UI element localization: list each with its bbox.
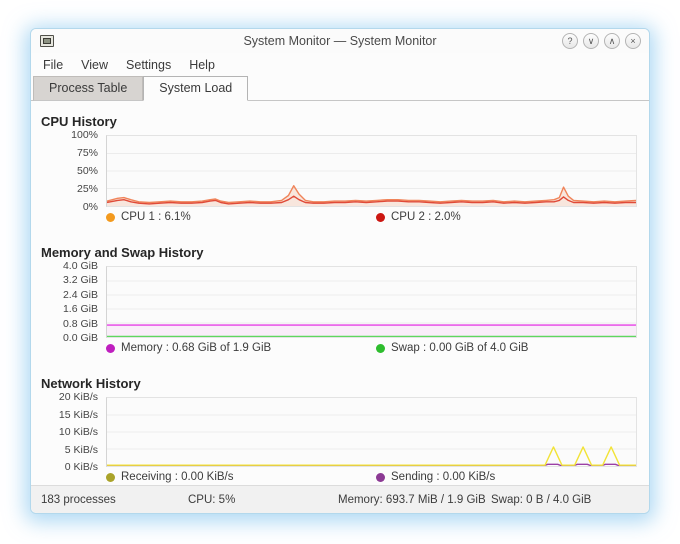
cpu-chart-svg [107, 136, 636, 206]
cpu1-dot-icon [106, 212, 115, 222]
y-tick-label: 10 KiB/s [58, 426, 98, 438]
cpu2-dot-icon [376, 212, 385, 222]
title-bar[interactable]: System Monitor — System Monitor ? ∨ ∧ × [31, 29, 649, 53]
y-tick-label: 5 KiB/s [64, 443, 98, 456]
status-swap: Swap: 0 B / 4.0 GiB [491, 493, 592, 506]
app-monitor-icon[interactable] [40, 35, 54, 47]
legend-cpu1: CPU 1 : 6.1% [106, 211, 191, 223]
cpu2-label: CPU 2 : 2.0% [391, 211, 461, 223]
network-y-axis: 20 KiB/s 15 KiB/s 10 KiB/s 5 KiB/s 0 KiB/s [31, 391, 106, 473]
y-tick-label: 20 KiB/s [58, 391, 98, 403]
menu-view[interactable]: View [81, 57, 109, 72]
legend-cpu2: CPU 2 : 2.0% [376, 211, 461, 223]
cpu-y-axis: 100% 75% 50% 25% 0% [31, 129, 106, 213]
memory-legend: Memory : 0.68 GiB of 1.9 GiB Swap : 0.00… [31, 342, 649, 357]
memory-history-chart: 4.0 GiB 3.2 GiB 2.4 GiB 1.6 GiB 0.8 GiB 0.0 G… [31, 260, 649, 344]
sending-label: Sending : 0.00 KiB/s [391, 471, 496, 483]
swap-label: Swap : 0.00 GiB of 4.0 GiB [391, 342, 529, 354]
system-monitor-window: System Monitor — System Monitor ? ∨ ∧ × … [30, 28, 650, 514]
y-tick-label: 4.0 GiB [62, 260, 98, 272]
y-tick-label: 100% [71, 129, 98, 141]
window-buttons: ? ∨ ∧ × [562, 33, 641, 49]
network-chart-svg [107, 398, 636, 466]
legend-sending: Sending : 0.00 KiB/s [376, 471, 495, 483]
menu-file[interactable]: File [43, 57, 64, 72]
sending-dot-icon [376, 472, 385, 482]
minimize-button[interactable]: ∨ [583, 33, 599, 49]
memory-label: Memory : 0.68 GiB of 1.9 GiB [121, 342, 272, 354]
memory-dot-icon [106, 343, 115, 353]
cpu1-label: CPU 1 : 6.1% [121, 211, 191, 223]
memory-history-title: Memory and Swap History [41, 245, 204, 260]
menu-help[interactable]: Help [189, 57, 215, 72]
memory-chart-svg [107, 267, 636, 337]
swap-dot-icon [376, 343, 385, 353]
y-tick-label: 0.8 GiB [62, 317, 98, 330]
legend-swap: Swap : 0.00 GiB of 4.0 GiB [376, 342, 528, 354]
tab-process-table[interactable]: Process Table [33, 76, 144, 101]
status-processes: 183 processes [41, 493, 116, 506]
cpu-legend: CPU 1 : 6.1% CPU 2 : 2.0% [31, 211, 649, 226]
receiving-label: Receiving : 0.00 KiB/s [121, 471, 234, 483]
menu-settings[interactable]: Settings [126, 57, 172, 72]
status-cpu: CPU: 5% [188, 493, 236, 506]
maximize-button[interactable]: ∧ [604, 33, 620, 49]
y-tick-label: 25% [76, 183, 98, 195]
y-tick-label: 0% [82, 201, 98, 213]
close-button[interactable]: × [625, 33, 641, 49]
network-legend: Receiving : 0.00 KiB/s Sending : 0.00 Ki… [31, 471, 649, 486]
network-history-chart: 20 KiB/s 15 KiB/s 10 KiB/s 5 KiB/s 0 KiB/s [31, 391, 649, 473]
cpu-plot-area [106, 135, 637, 207]
cpu-history-title: CPU History [41, 114, 117, 129]
y-tick-label: 75% [76, 147, 98, 159]
y-tick-label: 3.2 GiB [62, 274, 98, 287]
memory-plot-area [106, 266, 637, 338]
tab-system-load[interactable]: System Load [143, 76, 249, 101]
cpu-history-chart: 100% 75% 50% 25% 0% [31, 129, 649, 213]
legend-receiving: Receiving : 0.00 KiB/s [106, 471, 234, 483]
status-bar: 183 processes CPU: 5% Memory: 693.7 MiB … [31, 485, 649, 513]
y-tick-label: 15 KiB/s [58, 408, 98, 421]
receiving-dot-icon [106, 472, 115, 482]
memory-y-axis: 4.0 GiB 3.2 GiB 2.4 GiB 1.6 GiB 0.8 GiB 0.0 G… [31, 260, 106, 344]
system-load-page: CPU History 100% 75% 50% 25% 0% CPU 1 : 6.1%… [31, 114, 649, 486]
y-tick-label: 0 KiB/s [64, 461, 98, 473]
tab-bar: Process Table System Load [31, 76, 649, 101]
help-button[interactable]: ? [562, 33, 578, 49]
window-title: System Monitor — System Monitor [243, 34, 437, 48]
network-history-title: Network History [41, 376, 141, 391]
y-tick-label: 1.6 GiB [62, 303, 98, 316]
y-tick-label: 0.0 GiB [62, 332, 98, 344]
menu-bar: File View Settings Help [31, 53, 649, 76]
network-plot-area [106, 397, 637, 467]
y-tick-label: 50% [76, 165, 98, 177]
monitor-screen-icon [43, 38, 51, 44]
y-tick-label: 2.4 GiB [62, 288, 98, 301]
status-memory: Memory: 693.7 MiB / 1.9 GiB [338, 493, 486, 506]
legend-memory: Memory : 0.68 GiB of 1.9 GiB [106, 342, 271, 354]
